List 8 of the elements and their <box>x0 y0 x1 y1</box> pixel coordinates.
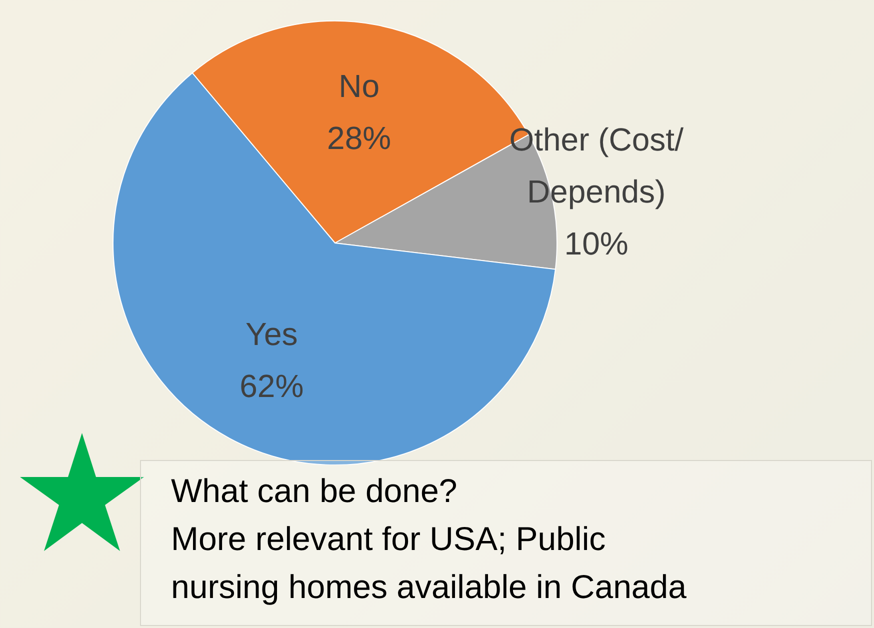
slice-label: Other (Cost/ Depends) <box>509 121 684 210</box>
slice-label: Yes <box>246 316 298 352</box>
data-label: 62% <box>240 368 304 404</box>
text: More relevant for USA; Public nursing homes available in Canada <box>171 519 688 607</box>
data-label: 10% <box>564 225 628 262</box>
text: What can be done? <box>171 471 458 511</box>
slice-label: No <box>338 68 380 104</box>
data-label: 28% <box>327 120 392 156</box>
